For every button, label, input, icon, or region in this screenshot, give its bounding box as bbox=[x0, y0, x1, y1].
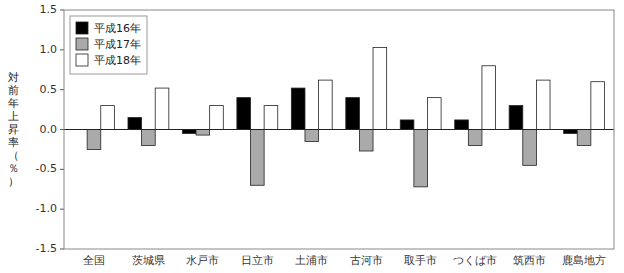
x-tick-label: 筑西市 bbox=[513, 254, 546, 267]
bar bbox=[427, 98, 441, 130]
bar bbox=[305, 130, 319, 142]
x-tick-label: 全国 bbox=[83, 254, 105, 267]
bar bbox=[196, 130, 210, 136]
legend-label: 平成18年 bbox=[94, 54, 141, 67]
bar bbox=[523, 130, 537, 166]
bar bbox=[251, 130, 265, 186]
bar bbox=[482, 66, 496, 130]
bar bbox=[291, 88, 305, 129]
y-tick-label: 0.5 bbox=[40, 83, 58, 96]
x-tick-label: 古河市 bbox=[350, 254, 383, 267]
bar bbox=[414, 130, 428, 187]
bar bbox=[455, 120, 469, 130]
bar bbox=[210, 106, 224, 130]
x-tick-label: 水戸市 bbox=[186, 254, 219, 267]
legend: 平成16年平成17年平成18年 bbox=[70, 16, 147, 74]
bar bbox=[155, 88, 169, 129]
bar bbox=[101, 106, 115, 130]
y-tick bbox=[60, 49, 64, 50]
x-tick-label: 茨城県 bbox=[132, 254, 165, 267]
x-tick-label: 土浦市 bbox=[295, 254, 328, 267]
y-tick bbox=[60, 209, 64, 210]
bar bbox=[87, 130, 101, 150]
y-tick-label: 1.5 bbox=[40, 3, 58, 16]
bar bbox=[359, 130, 373, 152]
bar bbox=[564, 130, 578, 134]
bar bbox=[577, 130, 591, 146]
y-tick bbox=[60, 89, 64, 90]
legend-frame bbox=[70, 16, 147, 74]
y-tick bbox=[60, 249, 64, 250]
bar bbox=[182, 130, 196, 134]
legend-swatch bbox=[76, 38, 88, 50]
y-axis-label: 対前年上昇率（％） bbox=[8, 71, 19, 188]
bar bbox=[591, 82, 605, 130]
x-tick-label: 日立市 bbox=[241, 254, 274, 267]
bar bbox=[400, 120, 414, 130]
bar bbox=[346, 98, 360, 130]
bar bbox=[264, 106, 278, 130]
legend-label: 平成16年 bbox=[94, 22, 141, 35]
x-axis: 全国 茨城県 水戸市 日立市 土浦市 古河市 取手市 つくば市 筑西市 鹿島地方 bbox=[83, 254, 606, 267]
zero-line bbox=[64, 129, 614, 130]
plot-frame bbox=[64, 10, 614, 249]
y-tick-label: 0.0 bbox=[40, 123, 58, 136]
y-tick-label: -1.0 bbox=[36, 202, 57, 215]
legend-swatch bbox=[76, 54, 88, 66]
bar bbox=[128, 118, 142, 130]
y-tick-label: -1.5 bbox=[36, 242, 57, 255]
y-tick bbox=[60, 10, 64, 11]
chart-svg: -1.5 -1.0 -0.5 0.0 0.5 1.0 1.5 対前年上昇率（％） 全国 茨城県 水戸… bbox=[0, 0, 624, 273]
bar bbox=[373, 47, 387, 129]
legend-swatch bbox=[76, 22, 88, 34]
bars bbox=[87, 47, 604, 186]
y-axis: -1.5 -1.0 -0.5 0.0 0.5 1.0 1.5 bbox=[36, 3, 64, 255]
bar bbox=[142, 130, 156, 146]
bar bbox=[237, 98, 251, 130]
chart-container: -1.5 -1.0 -0.5 0.0 0.5 1.0 1.5 対前年上昇率（％） 全国 茨城県 水戸… bbox=[0, 0, 624, 273]
legend-label: 平成17年 bbox=[94, 38, 141, 51]
bar bbox=[509, 106, 523, 130]
bar bbox=[536, 80, 550, 129]
x-tick-label: 鹿島地方 bbox=[562, 254, 606, 267]
bar bbox=[319, 80, 333, 129]
y-tick bbox=[60, 129, 64, 130]
bar bbox=[468, 130, 482, 146]
x-tick-label: 取手市 bbox=[404, 254, 437, 267]
x-tick-label: つくば市 bbox=[453, 254, 497, 267]
y-tick bbox=[60, 169, 64, 170]
y-tick-label: -0.5 bbox=[36, 162, 57, 175]
y-tick-label: 1.0 bbox=[40, 43, 58, 56]
